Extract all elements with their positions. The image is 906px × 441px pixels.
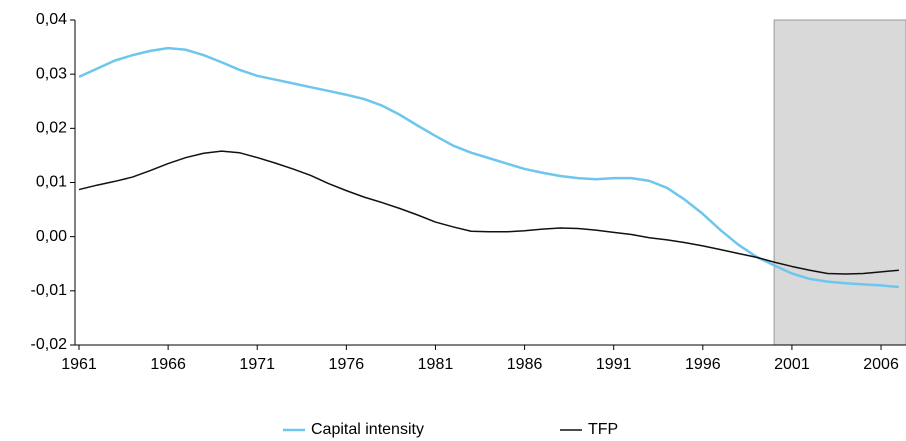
y-tick-label: -0,02 [31, 336, 68, 353]
shaded-region [773, 19, 906, 346]
y-tick-label: 0,02 [36, 120, 67, 137]
x-tick-label: 1981 [418, 356, 454, 373]
y-tick-label: 0,00 [36, 228, 67, 245]
legend-label: TFP [588, 421, 618, 438]
legend-label: Capital intensity [311, 421, 424, 438]
x-tick-label: 1961 [61, 356, 97, 373]
x-tick-label: 1966 [150, 356, 186, 373]
x-tick-label: 2001 [774, 356, 810, 373]
x-tick-label: 2006 [863, 356, 899, 373]
y-tick-label: 0,01 [36, 174, 67, 191]
y-tick-label: 0,03 [36, 65, 67, 82]
x-tick-label: 1971 [239, 356, 275, 373]
x-tick-label: 1986 [507, 356, 543, 373]
y-tick-label: 0,04 [36, 11, 67, 28]
x-tick-label: 1991 [596, 356, 632, 373]
x-tick-label: 1976 [329, 356, 365, 373]
line-series [78, 150, 899, 275]
y-tick-label: -0,01 [31, 282, 68, 299]
x-tick-label: 1996 [685, 356, 721, 373]
